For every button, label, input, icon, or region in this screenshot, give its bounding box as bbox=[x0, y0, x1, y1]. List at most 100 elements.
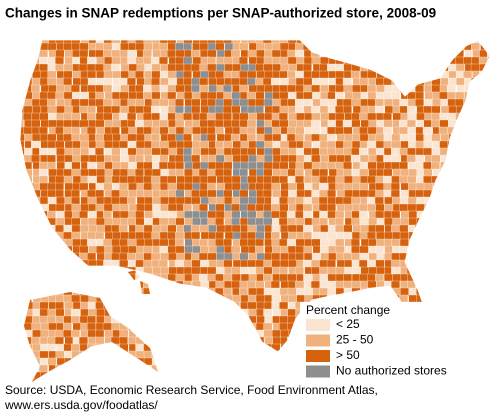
county-cell bbox=[167, 161, 177, 170]
county-cell bbox=[215, 217, 225, 226]
county-cell bbox=[232, 63, 242, 72]
county-cell bbox=[86, 63, 96, 72]
county-cell bbox=[464, 217, 474, 226]
county-cell bbox=[31, 119, 41, 128]
county-cell bbox=[214, 119, 224, 128]
county-cell bbox=[232, 294, 242, 303]
county-cell bbox=[286, 133, 296, 142]
county-cell bbox=[263, 98, 273, 107]
county-cell bbox=[79, 42, 89, 51]
county-cell bbox=[144, 70, 153, 79]
county-cell bbox=[199, 84, 209, 93]
county-cell bbox=[112, 133, 121, 142]
county-cell bbox=[191, 350, 201, 359]
county-cell bbox=[247, 175, 257, 184]
county-cell bbox=[439, 189, 449, 198]
county-cell bbox=[207, 42, 217, 51]
county-cell bbox=[440, 273, 450, 282]
county-cell bbox=[24, 49, 34, 58]
county-cell bbox=[408, 133, 417, 142]
county-cell bbox=[311, 105, 321, 114]
county-cell bbox=[423, 280, 433, 289]
county-cell bbox=[343, 63, 353, 72]
county-cell bbox=[55, 175, 65, 184]
county-cell bbox=[160, 105, 170, 114]
county-cell bbox=[335, 42, 345, 51]
county-cell bbox=[440, 105, 450, 114]
county-cell bbox=[24, 266, 34, 275]
county-cell bbox=[87, 112, 97, 121]
county-cell bbox=[128, 322, 138, 331]
county-cell bbox=[63, 77, 73, 86]
county-cell bbox=[287, 308, 297, 317]
county-cell bbox=[32, 294, 42, 303]
county-cell bbox=[487, 217, 490, 226]
county-cell bbox=[384, 217, 394, 226]
county-cell bbox=[71, 294, 81, 303]
county-cell bbox=[31, 112, 41, 121]
county-cell bbox=[206, 364, 216, 373]
county-cell bbox=[463, 196, 473, 205]
county-cell bbox=[471, 245, 481, 254]
county-cell bbox=[47, 77, 57, 86]
county-cell bbox=[103, 77, 113, 86]
county-cell bbox=[431, 238, 441, 247]
county-cell bbox=[238, 357, 248, 366]
county-cell bbox=[31, 364, 41, 373]
county-cell bbox=[79, 210, 88, 219]
county-cell bbox=[406, 77, 416, 86]
county-cell bbox=[463, 168, 473, 177]
county-cell bbox=[255, 231, 265, 240]
county-cell bbox=[39, 273, 49, 282]
county-cell bbox=[55, 182, 64, 191]
county-cell bbox=[144, 217, 153, 226]
county-cell bbox=[367, 140, 376, 149]
county-cell bbox=[287, 273, 297, 282]
county-cell bbox=[87, 329, 97, 338]
county-cell bbox=[167, 357, 177, 366]
county-cell bbox=[423, 224, 433, 233]
county-cell bbox=[79, 280, 89, 289]
county-cell bbox=[303, 210, 313, 219]
county-cell bbox=[31, 287, 41, 296]
county-cell bbox=[431, 210, 441, 219]
county-cell bbox=[87, 161, 97, 170]
county-cell bbox=[87, 280, 97, 289]
county-cell bbox=[47, 210, 56, 219]
county-cell bbox=[375, 203, 385, 212]
county-cell bbox=[159, 371, 169, 380]
county-cell bbox=[446, 84, 456, 93]
county-cell bbox=[256, 126, 266, 135]
county-cell bbox=[224, 294, 234, 303]
county-cell bbox=[135, 364, 145, 373]
county-cell bbox=[63, 224, 73, 233]
county-cell bbox=[20, 343, 25, 352]
county-cell bbox=[279, 175, 288, 184]
county-cell bbox=[456, 266, 466, 275]
county-cell bbox=[128, 189, 137, 198]
county-cell bbox=[488, 329, 490, 338]
county-cell bbox=[191, 77, 201, 86]
county-cell bbox=[407, 42, 417, 51]
county-cell bbox=[271, 203, 281, 212]
county-cell bbox=[319, 280, 329, 289]
county-cell bbox=[407, 245, 417, 254]
county-cell bbox=[272, 63, 281, 72]
county-cell bbox=[200, 70, 210, 79]
county-cell bbox=[87, 56, 97, 65]
county-cell bbox=[239, 84, 249, 93]
county-cell bbox=[20, 42, 26, 51]
county-cell bbox=[38, 245, 48, 254]
county-cell bbox=[464, 245, 474, 254]
county-cell bbox=[151, 168, 161, 177]
county-cell bbox=[224, 350, 234, 359]
county-cell bbox=[120, 42, 130, 51]
county-cell bbox=[231, 105, 241, 114]
county-cell bbox=[440, 77, 450, 86]
county-cell bbox=[423, 238, 433, 247]
county-cell bbox=[88, 168, 97, 177]
county-cell bbox=[295, 42, 305, 51]
county-cell bbox=[352, 40, 361, 44]
county-cell bbox=[400, 217, 410, 226]
county-cell bbox=[375, 224, 385, 233]
